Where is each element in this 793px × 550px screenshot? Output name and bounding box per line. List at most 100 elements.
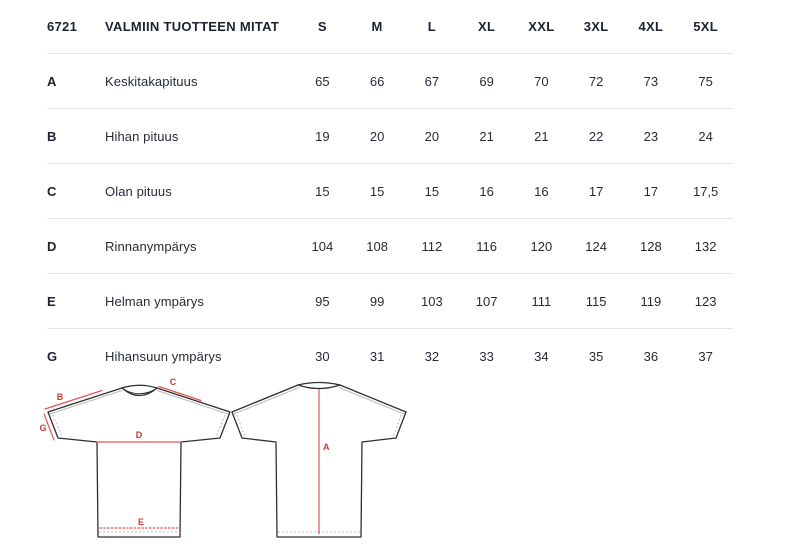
collar-top-line [121, 384, 158, 389]
measurement-value: 20 [424, 128, 440, 144]
measurement-row: G Hihansuun ympärys 30 31 32 33 34 35 36 37 [47, 328, 733, 383]
size-header-s: S [317, 19, 327, 34]
size-header-m: M [371, 19, 383, 34]
measurement-row: A Keskitakapituus 65 66 67 69 70 72 73 75 [47, 53, 733, 108]
measurement-value: 19 [315, 128, 330, 144]
collar-inner-line [123, 389, 156, 395]
measurement-row: B Hihan pituus 19 20 20 21 21 22 23 24 [47, 108, 733, 163]
measurement-value: 24 [698, 128, 713, 144]
measurement-value: 108 [366, 238, 388, 254]
measurement-value: 36 [643, 348, 659, 364]
measurement-key: A [47, 73, 57, 89]
measurement-value: 17 [643, 183, 659, 199]
measurement-value: 15 [424, 183, 440, 199]
measurement-value: 103 [421, 293, 443, 309]
measurement-label: Rinnanympärys [105, 238, 197, 254]
measurement-value: 116 [476, 238, 497, 254]
measure-line-sleeve-B [44, 389, 103, 410]
measure-label-A: A [323, 442, 330, 452]
measurement-value: 67 [424, 73, 440, 89]
measurement-value: 107 [475, 293, 498, 309]
measurement-value: 17 [588, 183, 604, 199]
measurement-value: 99 [369, 293, 385, 309]
measurement-label: Helman ympärys [105, 293, 204, 309]
measurement-value: 30 [315, 348, 330, 364]
measurement-value: 111 [531, 293, 552, 309]
measure-label-E: E [138, 517, 144, 527]
measurement-value: 75 [698, 73, 713, 89]
back-shoulder-seam-left [233, 387, 300, 415]
size-table: 6721 VALMIIN TUOTTEEN MITAT S M L XL XXL… [47, 0, 733, 383]
size-header-xl: XL [478, 19, 496, 34]
measurement-value: 15 [315, 183, 330, 199]
measurement-value: 95 [315, 293, 330, 309]
shoulder-seam-right [156, 390, 229, 415]
measurement-value: 21 [479, 128, 494, 144]
size-header-5xl: 5XL [693, 19, 718, 34]
measurement-label: Hihansuun ympärys [105, 348, 222, 364]
measurement-value: 15 [369, 183, 385, 199]
back-collar-bottom-line [297, 384, 341, 390]
size-table-body: A Keskitakapituus 65 66 67 69 70 72 73 75 B Hih… [47, 53, 733, 383]
measurement-value: 70 [534, 73, 549, 89]
shoulder-seam-left [49, 390, 123, 415]
measure-line-shoulder-C [158, 385, 202, 402]
measurement-key: B [47, 128, 57, 144]
measurement-key: D [47, 238, 57, 254]
size-header-4xl: 4XL [638, 19, 664, 34]
measurement-key: G [47, 348, 58, 364]
measurement-key: E [47, 293, 56, 309]
measurement-value: 32 [424, 348, 440, 364]
measurement-value: 34 [534, 348, 549, 364]
table-header-row: 6721 VALMIIN TUOTTEEN MITAT S M L XL XXL… [47, 0, 733, 53]
measurement-value: 104 [311, 238, 334, 254]
measurement-value: 16 [534, 183, 549, 199]
measurement-value: 112 [421, 238, 443, 254]
measurement-value: 73 [643, 73, 659, 89]
measure-label-B: B [57, 392, 64, 402]
measurement-value: 66 [369, 73, 385, 89]
back-collar-top-line [297, 381, 341, 386]
measure-label-G: G [40, 423, 47, 433]
measurement-value: 123 [694, 293, 717, 309]
back-shoulder-seam-right [338, 387, 405, 415]
measure-label-C: C [170, 377, 177, 387]
measurement-value: 119 [640, 293, 662, 309]
measurement-value: 31 [369, 348, 385, 364]
measure-line-cuff-G [43, 413, 55, 441]
measurement-value: 17,5 [692, 183, 719, 199]
measurement-value: 23 [643, 128, 659, 144]
measurement-value: 128 [640, 238, 662, 254]
measure-label-D: D [136, 430, 143, 440]
measurement-value: 20 [369, 128, 385, 144]
table-title: VALMIIN TUOTTEEN MITAT [105, 19, 280, 34]
size-header-l: L [427, 19, 436, 34]
tshirt-back-diagram: A [231, 381, 407, 538]
measurement-value: 37 [698, 348, 713, 364]
measurement-value: 115 [585, 293, 607, 309]
measurement-value: 21 [534, 128, 549, 144]
measurement-label: Hihan pituus [105, 128, 179, 144]
measurement-value: 65 [315, 73, 330, 89]
size-header-xxl: XXL [528, 19, 555, 34]
measurement-value: 72 [588, 73, 604, 89]
measurement-value: 35 [588, 348, 604, 364]
measurement-value: 132 [694, 238, 717, 254]
measurement-label: Olan pituus [105, 183, 172, 199]
measurement-row: E Helman ympärys 95 99 103 107 111 115 119 123 [47, 273, 733, 328]
measurement-value: 16 [479, 183, 494, 199]
measurement-value: 22 [588, 128, 604, 144]
measurement-value: 120 [530, 238, 553, 254]
measurement-value: 124 [585, 238, 607, 254]
measurement-value: 33 [479, 348, 494, 364]
measurement-value: 69 [479, 73, 494, 89]
measurement-row: C Olan pituus 15 15 15 16 16 17 17 17,5 [47, 163, 733, 218]
measurement-row: D Rinnanympärys 104 108 112 116 120 124 128 132 [47, 218, 733, 273]
tshirt-front-outline [47, 387, 231, 538]
size-header-3xl: 3XL [583, 19, 609, 34]
measurement-key: C [47, 183, 57, 199]
measurement-label: Keskitakapituus [105, 73, 198, 89]
product-code: 6721 [47, 19, 78, 34]
tshirt-front-diagram: B C G D E [40, 377, 231, 538]
